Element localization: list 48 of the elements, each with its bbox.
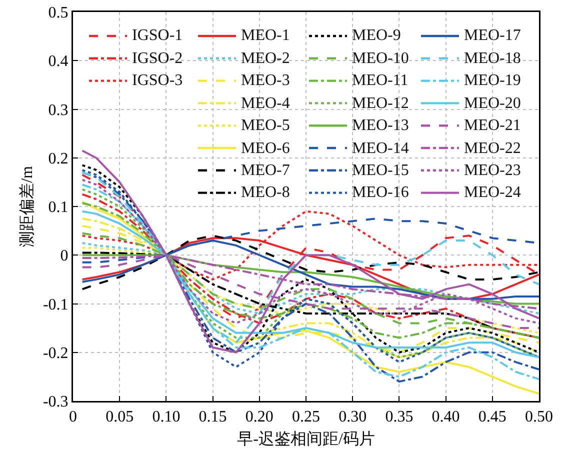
legend-label: MEO-19	[464, 72, 521, 89]
legend-label: MEO-14	[352, 140, 409, 157]
legend-label: MEO-24	[464, 184, 521, 201]
x-tick-label: 0.20	[245, 408, 274, 426]
x-tick-label: 0.50	[525, 408, 553, 426]
legend-label: MEO-15	[352, 162, 409, 179]
legend-label: MEO-22	[464, 140, 521, 157]
y-tick-label: 0	[60, 248, 68, 265]
y-tick-label: 0.3	[48, 102, 68, 119]
x-tick-label: 0.30	[338, 408, 367, 426]
legend-label: MEO-16	[352, 184, 409, 201]
legend-label: MEO-18	[464, 50, 521, 67]
x-axis-title: 早-迟鉴相间距/码片	[237, 430, 375, 448]
legend-label: MEO-1	[241, 27, 290, 44]
y-tick-label: 0.4	[48, 53, 68, 70]
x-tick-label: 0.35	[385, 408, 414, 426]
legend-label: MEO-9	[352, 27, 401, 44]
x-tick-label: 0.05	[106, 408, 134, 426]
legend-label: MEO-10	[352, 50, 409, 67]
legend-label: IGSO-3	[132, 72, 183, 89]
y-tick-label: -0.3	[42, 394, 68, 411]
x-tick-label: 0.40	[432, 408, 460, 426]
x-tick-label: 0.45	[478, 408, 506, 426]
legend-label: MEO-23	[464, 162, 521, 179]
y-tick-label: -0.1	[42, 296, 68, 314]
legend-label: MEO-4	[241, 95, 290, 112]
legend-label: MEO-17	[464, 27, 521, 44]
y-tick-label: 0.1	[48, 199, 68, 216]
legend-label: MEO-3	[241, 72, 290, 89]
legend-label: MEO-11	[352, 72, 408, 89]
legend-label: MEO-21	[464, 117, 521, 134]
legend-label: MEO-8	[241, 184, 290, 201]
legend-label: MEO-6	[241, 140, 290, 157]
legend-label: MEO-13	[352, 117, 409, 134]
y-tick-label: 0.2	[48, 150, 68, 168]
legend-label: MEO-5	[241, 117, 290, 134]
legend-label: MEO-20	[464, 95, 521, 112]
x-tick-label: 0.15	[198, 408, 227, 426]
legend-label: MEO-12	[352, 95, 409, 112]
x-tick-label: 0.10	[152, 408, 180, 426]
y-tick-label: -0.2	[42, 344, 68, 362]
legend-label: IGSO-2	[132, 50, 183, 67]
y-tick-label: 0.5	[48, 4, 68, 22]
y-axis-title: 测距偏差/m	[18, 166, 36, 247]
legend-label: MEO-2	[241, 50, 290, 67]
legend-label: IGSO-1	[132, 27, 183, 44]
legend-label: MEO-7	[241, 162, 290, 179]
x-tick-label: 0.25	[292, 408, 320, 426]
